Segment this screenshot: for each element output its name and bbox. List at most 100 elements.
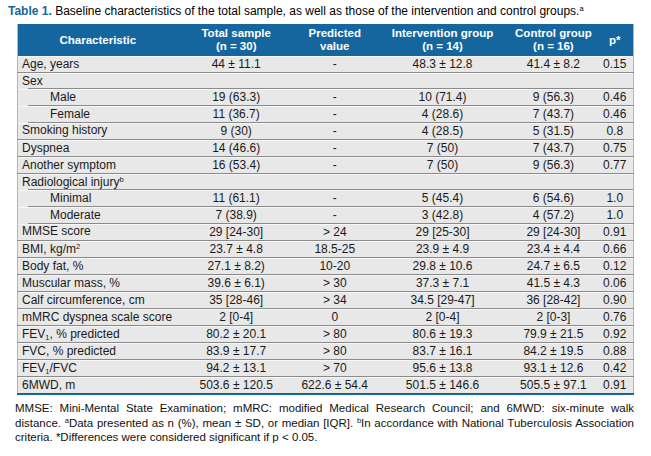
cell-control-group: 9 (56.3) [510,157,596,174]
cell-predicted-value: 10-20 [295,258,375,275]
cell-control-group: 79.9 ± 21.5 [510,326,596,343]
cell-p: 0.8 [597,123,634,140]
cell-intervention-group: 3 (42.8) [375,207,511,224]
row-label: Muscular mass, % [18,275,178,292]
column-header-control-group: Control group(n = 16) [510,24,596,56]
table-row: Minimal11 (61.1)-5 (45.4)6 (54.6)1.0 [18,190,634,207]
table-row: Muscular mass, %39.6 ± 6.1)> 3037.3 ± 7.… [18,275,634,292]
cell-intervention-group: 95.6 ± 13.8 [375,360,511,377]
row-label: Smoking history [18,123,178,140]
row-label: Dyspnea [18,140,178,157]
document-page: Table 1. Baseline characteristics of the… [0,0,651,445]
table-row: Smoking history9 (30)-4 (28.5)5 (31.5)0.… [18,123,634,140]
cell-intervention-group: 2 [0-4] [375,309,511,326]
cell-control-group: 5 (31.5) [510,123,596,140]
cell-predicted-value: 622.6 ± 54.4 [295,377,375,395]
cell-total-sample: 35 [28-46] [178,292,295,309]
cell-control-group: 2 [0-3] [510,309,596,326]
cell-predicted-value: - [295,89,375,106]
header-row: CharacteristicTotal sample(n = 30)Predic… [18,24,634,56]
cell-total-sample: 94.2 ± 13.1 [178,360,295,377]
row-label: Female [18,106,178,123]
table-row: Age, years44 ± 11.1-48.3 ± 12.841.4 ± 8.… [18,56,634,73]
row-label: MMSE score [18,224,178,241]
cell-predicted-value: - [295,157,375,174]
row-label: Radiological injuryb [18,174,634,191]
column-header-intervention-group: Intervention group(n = 14) [375,24,511,56]
cell-total-sample: 80.2 ± 20.1 [178,326,295,343]
row-label: FEV1/FVC [18,360,178,377]
cell-control-group: 23.4 ± 4.4 [510,241,596,258]
table-number: Table 1. [8,4,52,18]
table-row: BMI, kg/m223.7 ± 4.818.5-2523.9 ± 4.923.… [18,241,634,258]
table-row: FEV1/FVC94.2 ± 13.1> 7095.6 ± 13.893.1 ±… [18,360,634,377]
row-label: Moderate [18,207,178,224]
cell-p: 0.75 [597,140,634,157]
cell-control-group: 41.5 ± 4.3 [510,275,596,292]
cell-p: 0.12 [597,258,634,275]
cell-total-sample: 29 [24-30] [178,224,295,241]
table-header: CharacteristicTotal sample(n = 30)Predic… [18,24,634,56]
cell-predicted-value: > 70 [295,360,375,377]
cell-predicted-value: > 80 [295,343,375,360]
cell-total-sample: 11 (36.7) [178,106,295,123]
table-title: Table 1. Baseline characteristics of the… [8,4,643,19]
cell-total-sample: 16 (53.4) [178,157,295,174]
cell-control-group: 24.7 ± 6.5 [510,258,596,275]
table-row: Calf circumference, cm35 [28-46]> 3434.5… [18,292,634,309]
cell-predicted-value: - [295,140,375,157]
table-row: 6MWD, m503.6 ± 120.5622.6 ± 54.4501.5 ± … [18,377,634,395]
table-row: Male19 (63.3)-10 (71.4)9 (56.3)0.46 [18,89,634,106]
table-body: Age, years44 ± 11.1-48.3 ± 12.841.4 ± 8.… [18,56,634,394]
cell-control-group: 6 (54.6) [510,190,596,207]
cell-predicted-value: > 30 [295,275,375,292]
cell-control-group: 93.1 ± 12.6 [510,360,596,377]
cell-intervention-group: 5 (45.4) [375,190,511,207]
cell-predicted-value: > 24 [295,224,375,241]
cell-intervention-group: 48.3 ± 12.8 [375,56,511,73]
table-caption: Baseline characteristics of the total sa… [55,4,583,18]
cell-control-group: 4 (57.2) [510,207,596,224]
row-label: BMI, kg/m2 [18,241,178,258]
cell-total-sample: 2 [0-4] [178,309,295,326]
table-row: Moderate7 (38.9)-3 (42.8)4 (57.2)1.0 [18,207,634,224]
cell-intervention-group: 23.9 ± 4.9 [375,241,511,258]
cell-total-sample: 83.9 ± 17.7 [178,343,295,360]
cell-p: 0.77 [597,157,634,174]
column-header-characteristic: Characteristic [18,24,178,56]
row-label: Sex [18,73,634,90]
cell-intervention-group: 29 [25-30] [375,224,511,241]
cell-intervention-group: 29.8 ± 10.6 [375,258,511,275]
table-row: MMSE score29 [24-30]> 2429 [25-30]29 [24… [18,224,634,241]
cell-intervention-group: 4 (28.5) [375,123,511,140]
cell-control-group: 9 (56.3) [510,89,596,106]
cell-total-sample: 23.7 ± 4.8 [178,241,295,258]
cell-predicted-value: > 34 [295,292,375,309]
cell-p: 0.92 [597,326,634,343]
cell-p: 0.66 [597,241,634,258]
cell-predicted-value: - [295,106,375,123]
cell-p: 0.91 [597,377,634,395]
table-row: FEV1, % predicted80.2 ± 20.1> 8080.6 ± 1… [18,326,634,343]
cell-intervention-group: 37.3 ± 7.1 [375,275,511,292]
row-label: Minimal [18,190,178,207]
row-label: Male [18,89,178,106]
cell-p: 0.06 [597,275,634,292]
column-header-total-sample: Total sample(n = 30) [178,24,295,56]
table-row: Radiological injuryb [18,174,634,191]
cell-intervention-group: 4 (28.6) [375,106,511,123]
row-label: 6MWD, m [18,377,178,395]
table-row: Body fat, %27.1 ± 8.2)10-2029.8 ± 10.624… [18,258,634,275]
cell-p: 0.46 [597,106,634,123]
cell-predicted-value: - [295,190,375,207]
cell-control-group: 7 (43.7) [510,140,596,157]
cell-intervention-group: 7 (50) [375,140,511,157]
cell-total-sample: 14 (46.6) [178,140,295,157]
cell-p: 0.76 [597,309,634,326]
table-row: Sex [18,73,634,90]
table-footnote: MMSE: Mini-Mental State Examination; mMR… [15,401,634,445]
cell-predicted-value: 18.5-25 [295,241,375,258]
table-row: Another symptom16 (53.4)-7 (50)9 (56.3)0… [18,157,634,174]
row-label: mMRC dyspnea scale score [18,309,178,326]
column-header-p: p* [597,24,634,56]
